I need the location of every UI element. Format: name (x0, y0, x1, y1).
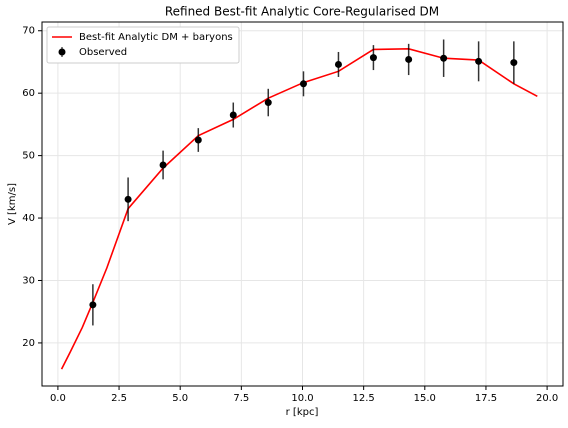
x-tick-label: 20.0 (536, 393, 558, 404)
x-tick-label: 12.5 (353, 393, 375, 404)
point (124, 195, 132, 203)
x-tick-label: 7.5 (233, 393, 249, 404)
y-tick-label: 50 (22, 151, 35, 162)
line (60, 48, 538, 370)
x-tick-label: 17.5 (475, 393, 497, 404)
point (440, 54, 448, 62)
x-tick-label: 5.0 (172, 393, 188, 404)
point (159, 161, 167, 169)
point (510, 59, 518, 67)
y-tick-label: 30 (22, 275, 35, 286)
x-tick-label: 15.0 (414, 393, 436, 404)
point (369, 54, 377, 62)
y-axis-label: V [km/s] (7, 183, 18, 225)
y-tick-label: 60 (22, 88, 35, 99)
legend-label: Observed (79, 47, 127, 58)
point (299, 80, 307, 88)
point (264, 99, 272, 107)
point (229, 111, 237, 119)
legend-box (46, 26, 240, 64)
x-axis-label: r [kpc] (286, 407, 319, 418)
point (334, 60, 342, 68)
x-tick-label: 0.0 (50, 393, 66, 404)
y-tick-label: 20 (22, 338, 35, 349)
y-tick-label: 70 (22, 26, 35, 37)
legend-label: Best-fit Analytic DM + baryons (79, 32, 233, 43)
point (405, 55, 413, 63)
x-tick-label: 10.0 (291, 393, 313, 404)
plot-frame (41, 21, 564, 387)
point (89, 301, 97, 309)
x-tick-label: 2.5 (111, 393, 127, 404)
legend-swatch (58, 48, 66, 56)
point (475, 57, 483, 65)
chart-title: Refined Best-fit Analytic Core-Regularis… (165, 5, 439, 19)
point (194, 136, 202, 144)
y-tick-label: 40 (22, 213, 35, 224)
